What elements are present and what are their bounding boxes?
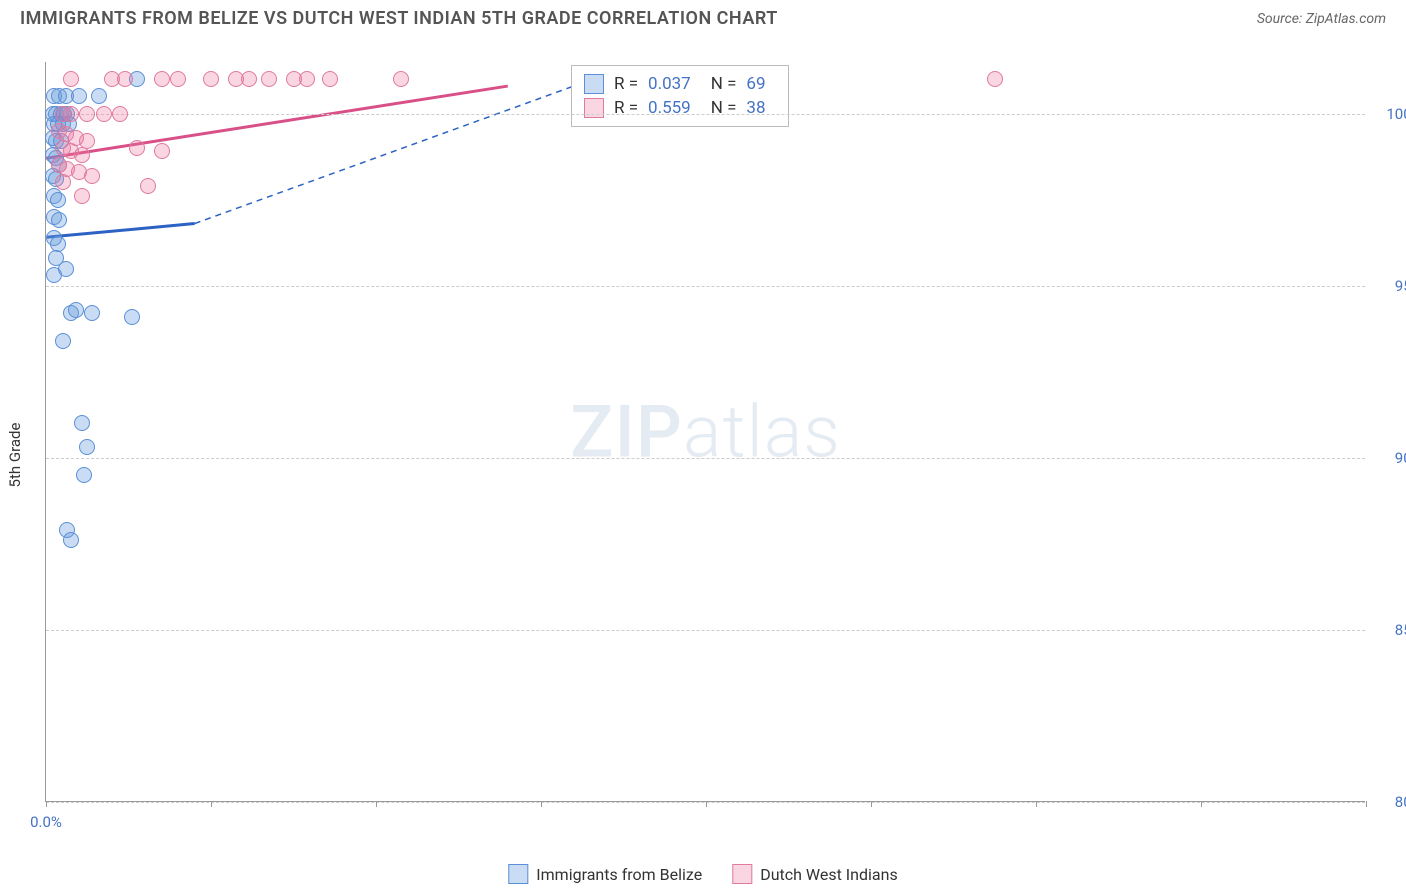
data-point: [84, 168, 100, 184]
data-point: [79, 106, 95, 122]
data-point: [74, 415, 90, 431]
n-label: N =: [711, 98, 737, 118]
legend-swatch: [732, 864, 752, 884]
x-tick: [211, 801, 212, 807]
trend-line: [46, 224, 194, 238]
legend-swatch: [508, 864, 528, 884]
x-tick: [1036, 801, 1037, 807]
legend-item: Dutch West Indians: [732, 864, 898, 884]
data-point: [63, 71, 79, 87]
n-value: 38: [746, 98, 765, 118]
chart-source: Source: ZipAtlas.com: [1257, 11, 1386, 27]
gridline: [46, 114, 1365, 115]
y-tick-label: 80.0%: [1375, 793, 1406, 811]
x-tick: [871, 801, 872, 807]
legend-swatch: [584, 74, 604, 94]
data-point: [987, 71, 1003, 87]
gridline: [46, 630, 1365, 631]
data-point: [74, 147, 90, 163]
n-value: 69: [746, 74, 765, 94]
legend-label: Dutch West Indians: [760, 865, 898, 884]
data-point: [129, 140, 145, 156]
data-point: [74, 188, 90, 204]
data-point: [393, 71, 409, 87]
x-tick-label: 0.0%: [30, 813, 62, 831]
legend-label: Immigrants from Belize: [536, 865, 702, 884]
chart-legend: Immigrants from Belize Dutch West Indians: [508, 864, 897, 884]
correlation-stats-box: R = 0.037 N = 69 R = 0.559 N = 38: [571, 65, 789, 127]
data-point: [63, 532, 79, 548]
trend-lines: [46, 62, 1365, 801]
data-point: [96, 106, 112, 122]
x-tick: [706, 801, 707, 807]
gridline: [46, 286, 1365, 287]
data-point: [55, 174, 71, 190]
stats-row: R = 0.037 N = 69: [584, 72, 776, 96]
x-tick: [46, 801, 47, 807]
gridline: [46, 458, 1365, 459]
data-point: [117, 71, 133, 87]
data-point: [50, 192, 66, 208]
r-label: R =: [614, 98, 638, 118]
data-point: [203, 71, 219, 87]
data-point: [79, 439, 95, 455]
legend-item: Immigrants from Belize: [508, 864, 702, 884]
x-tick: [376, 801, 377, 807]
data-point: [71, 88, 87, 104]
data-point: [140, 178, 156, 194]
y-tick-label: 90.0%: [1375, 449, 1406, 467]
chart-title: IMMIGRANTS FROM BELIZE VS DUTCH WEST IND…: [20, 8, 778, 29]
data-point: [112, 106, 128, 122]
chart-plot-area: ZIPatlas R = 0.037N = 69R = 0.559N = 38 …: [45, 62, 1365, 802]
trend-line: [46, 86, 507, 158]
data-point: [91, 88, 107, 104]
data-point: [51, 212, 67, 228]
stats-row: R = 0.559 N = 38: [584, 96, 776, 120]
data-point: [154, 71, 170, 87]
y-tick-label: 100.0%: [1375, 105, 1406, 123]
data-point: [124, 309, 140, 325]
data-point: [299, 71, 315, 87]
data-point: [261, 71, 277, 87]
data-point: [46, 267, 62, 283]
data-point: [55, 333, 71, 349]
chart-header: IMMIGRANTS FROM BELIZE VS DUTCH WEST IND…: [0, 0, 1406, 33]
r-value: 0.037: [648, 74, 691, 94]
n-label: N =: [711, 74, 737, 94]
x-tick: [541, 801, 542, 807]
data-point: [84, 305, 100, 321]
data-point: [170, 71, 186, 87]
x-tick: [1201, 801, 1202, 807]
y-tick-label: 95.0%: [1375, 277, 1406, 295]
x-tick: [1366, 801, 1367, 807]
r-value: 0.559: [648, 98, 691, 118]
y-tick-label: 85.0%: [1375, 621, 1406, 639]
data-point: [63, 106, 79, 122]
data-point: [76, 467, 92, 483]
data-point: [68, 302, 84, 318]
data-point: [154, 143, 170, 159]
r-label: R =: [614, 74, 638, 94]
y-axis-label: 5th Grade: [6, 423, 24, 488]
legend-swatch: [584, 98, 604, 118]
data-point: [322, 71, 338, 87]
data-point: [241, 71, 257, 87]
